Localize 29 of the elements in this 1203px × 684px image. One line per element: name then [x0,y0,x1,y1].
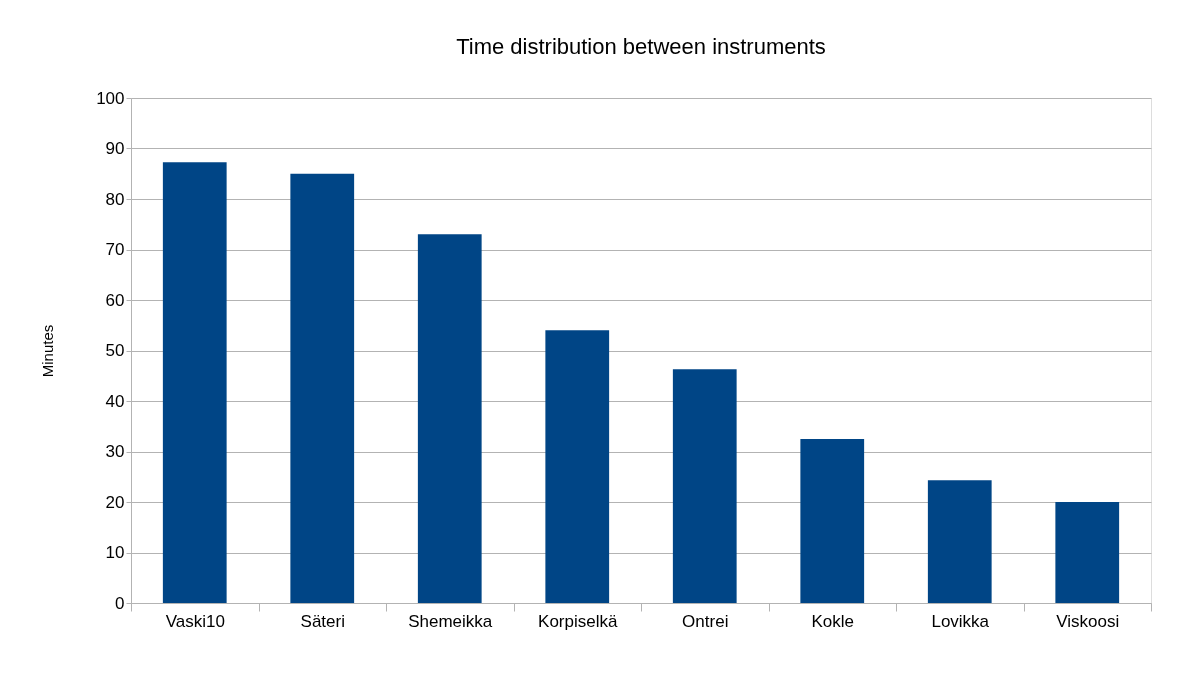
y-tick-label: 40 [105,391,125,411]
bar [162,162,227,603]
chart-title: Time distribution between instruments [456,34,826,59]
y-tick-label: 60 [105,290,125,310]
y-tick-label: 50 [105,341,125,360]
y-tick-label: 20 [105,492,125,512]
x-tick-label: Vaski10 [165,611,225,631]
y-tick-label: 70 [105,240,125,259]
bar [417,234,482,603]
x-tick-label: Säteri [300,611,345,631]
x-tick-label: Kokle [811,611,855,631]
y-axis-title: Minutes [39,324,57,378]
y-tick-label: 10 [105,543,125,562]
x-tick-label: Shemeikka [408,611,493,631]
x-tick-label: Korpiselkä [538,611,618,631]
x-tick-label: Lovikka [931,611,990,631]
y-tick-label: 0 [115,593,125,613]
x-tick-label: Viskoosi [1056,611,1120,631]
y-tick-label: 100 [96,88,125,108]
y-tick-label: 80 [105,189,125,209]
y-tick-label: 90 [105,139,125,158]
bar [800,438,865,603]
bar [1055,502,1120,603]
bar [672,369,737,603]
x-tick-label: Ontrei [682,611,729,631]
bar [927,480,992,603]
y-tick-label: 30 [105,442,125,461]
bar [545,330,610,603]
bar [290,173,355,603]
